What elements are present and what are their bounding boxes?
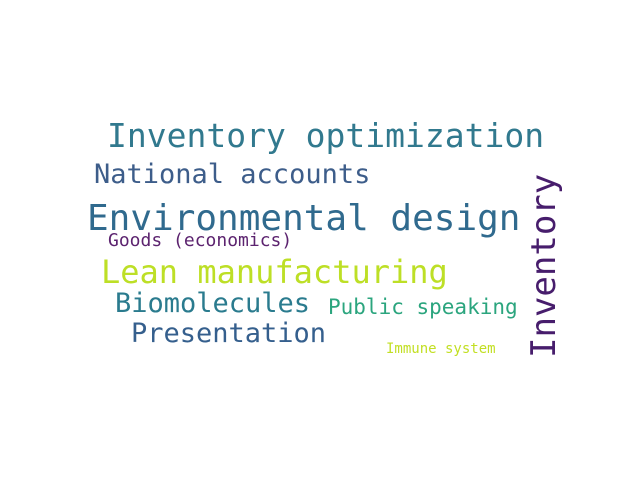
word-goods-economics: Goods (economics) [108, 230, 293, 251]
word-immune-system: Immune system [386, 341, 496, 357]
word-public-speaking: Public speaking [328, 295, 518, 319]
word-environmental-design: Environmental design [87, 198, 521, 239]
word-inventory-optimization: Inventory optimization [107, 116, 545, 155]
word-biomolecules: Biomolecules [115, 288, 311, 319]
word-inventory: Inventory [524, 173, 564, 358]
word-presentation: Presentation [131, 318, 327, 349]
word-lean-manufacturing: Lean manufacturing [101, 253, 448, 291]
word-national-accounts: National accounts [94, 159, 371, 190]
